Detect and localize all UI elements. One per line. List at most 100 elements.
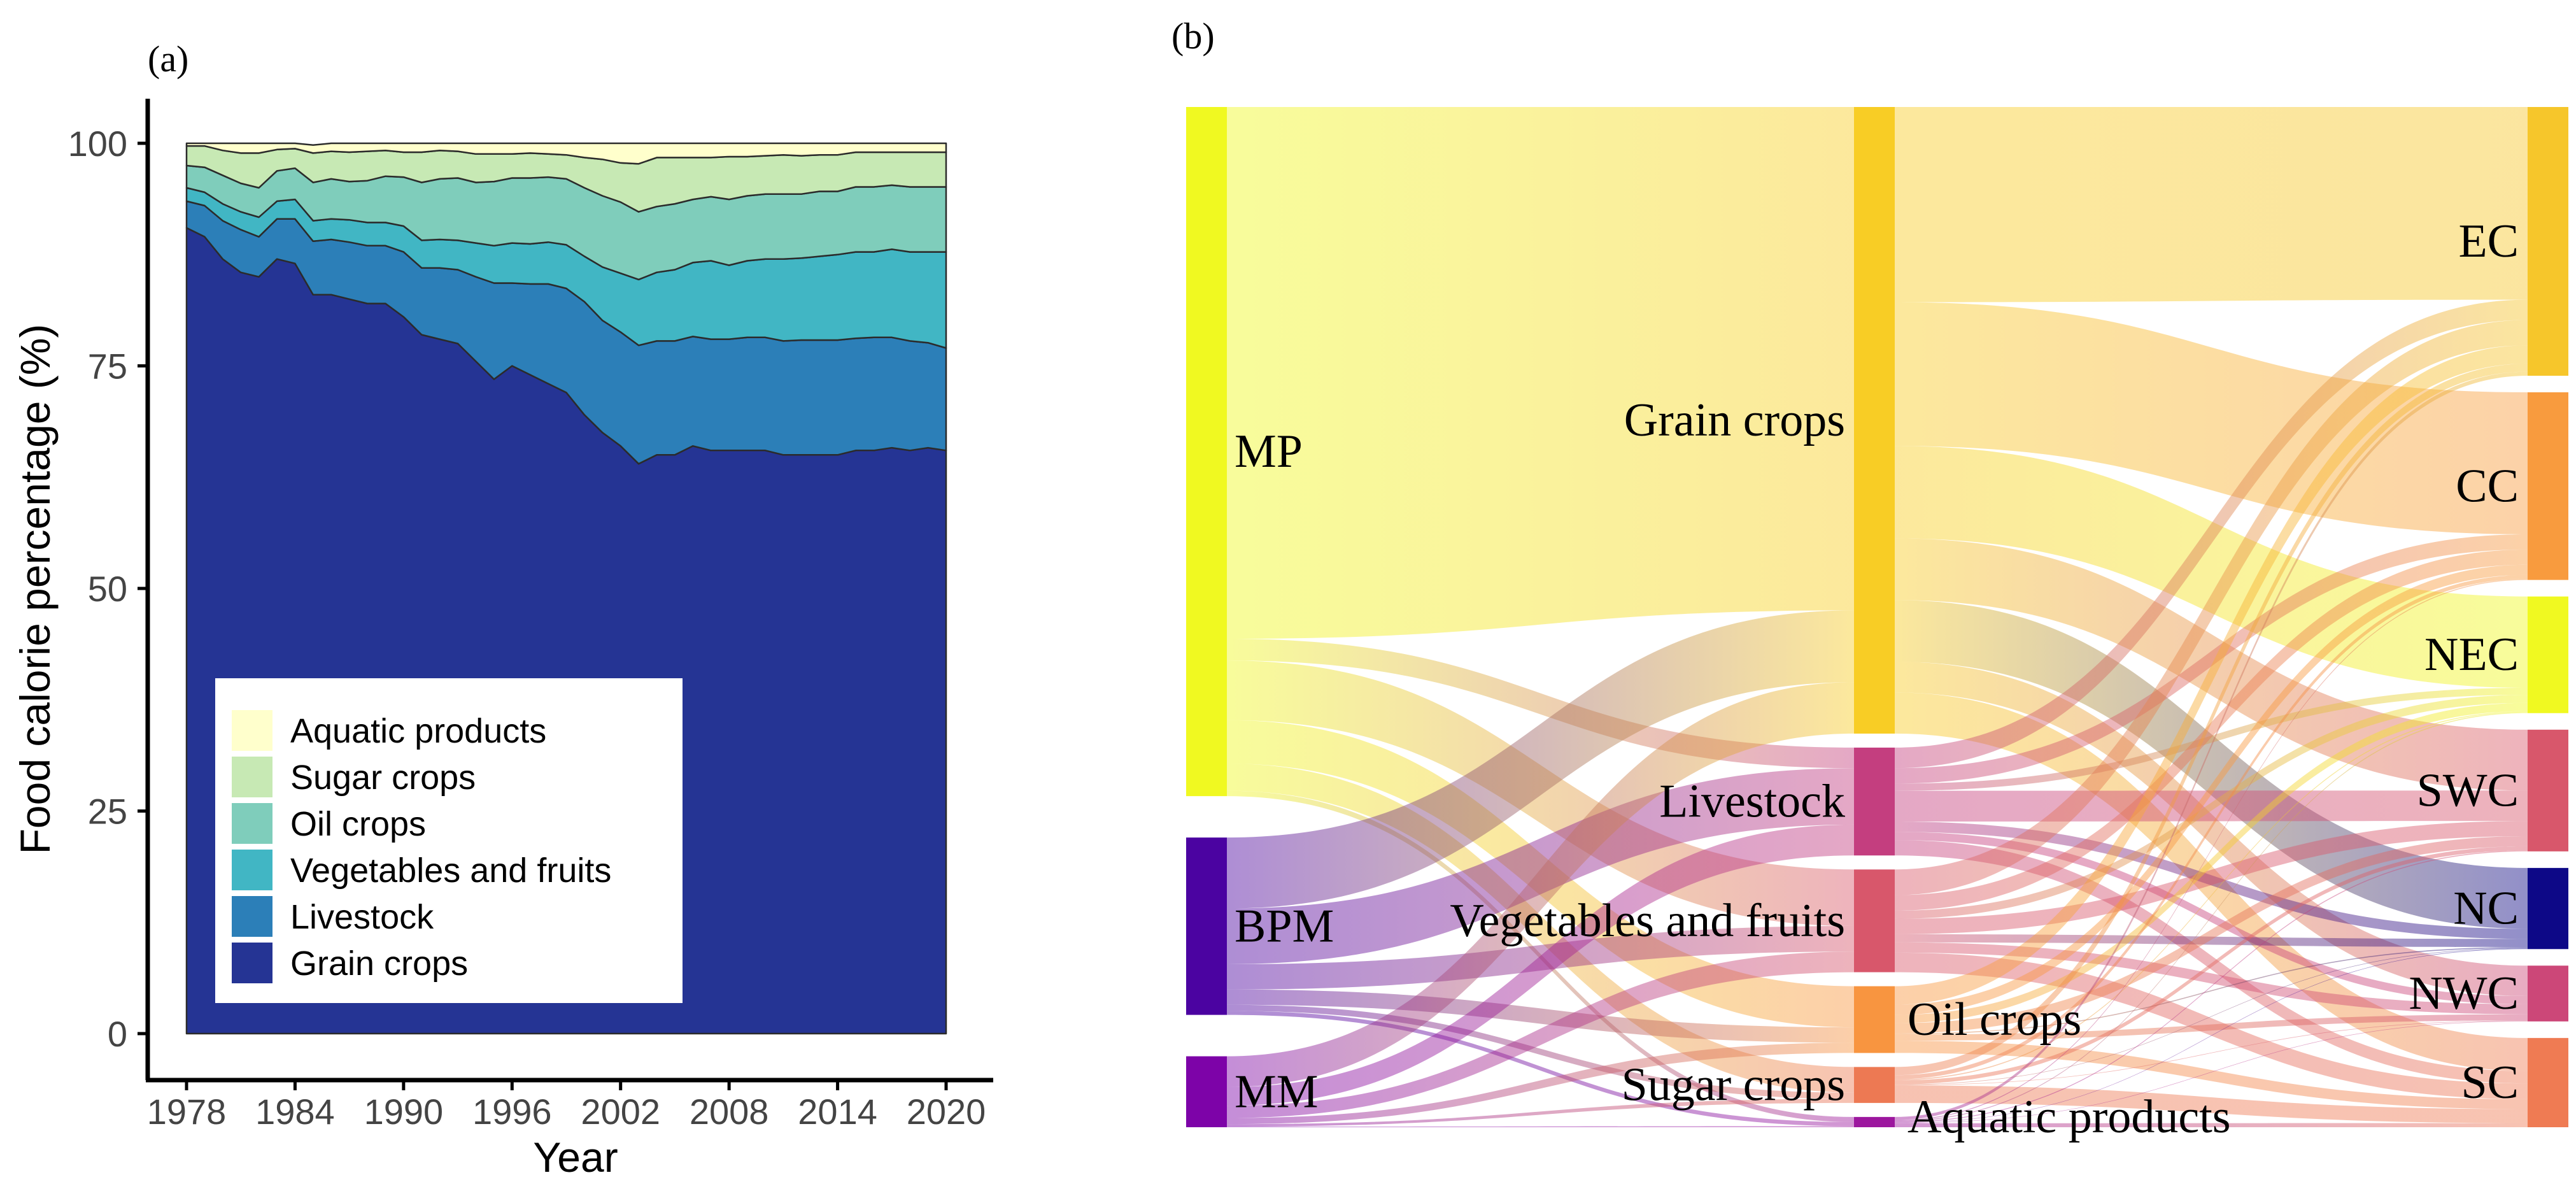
- sankey-link-vegfruit-nc: [1895, 934, 2528, 948]
- sankey-link-bpm-oil: [1227, 989, 1854, 1043]
- y-tick-label: 100: [68, 124, 127, 164]
- sankey-link-bpm-livestock: [1227, 768, 1854, 964]
- sankey-node-nc: [2528, 867, 2568, 950]
- sankey-link-oil-nwc: [1895, 1014, 2528, 1041]
- sankey-node-sc: [2528, 1037, 2568, 1127]
- legend-swatch: [232, 803, 272, 844]
- x-tick-label: 2020: [907, 1092, 986, 1132]
- sankey-node-mp: [1186, 107, 1227, 797]
- sankey-link-vegfruit-nec: [1895, 695, 2528, 919]
- sankey-node-label: EC: [2458, 215, 2519, 267]
- sankey-link-grain-ec: [1895, 107, 2528, 303]
- sankey-link-sugar-ec: [1895, 363, 2528, 1076]
- legend-label: Sugar crops: [290, 758, 476, 797]
- panel-b-sankey: (b) MP BPM MM Grain crops Livestock Vegetable…: [1171, 15, 2568, 1143]
- sankey-link-aquatic-nc: [1895, 948, 2528, 1123]
- area-aquatic-products: [185, 142, 947, 165]
- legend-label: Vegetables and fruits: [290, 851, 611, 890]
- sankey-node-swc: [2528, 729, 2568, 851]
- sankey-link-bpm-aquatic: [1227, 1011, 1854, 1127]
- sankey-node-labels: MP BPM MM Grain crops Livestock Vegetables an…: [1235, 215, 2519, 1143]
- legend-box: [215, 678, 683, 1003]
- sankey-node-label: CC: [2456, 460, 2519, 512]
- sankey-link-aquatic-sc: [1895, 1123, 2528, 1127]
- x-tick-label: 1978: [147, 1092, 227, 1132]
- legend-swatch: [232, 943, 272, 983]
- sankey-link-grain-cc: [1895, 302, 2528, 534]
- sankey-node-cc: [2528, 392, 2568, 580]
- legend-swatch: [232, 710, 272, 751]
- sankey-node-grain: [1854, 107, 1895, 734]
- x-tick-label: 2002: [581, 1092, 660, 1132]
- y-axis-title: Food calorie percentage (%): [11, 324, 59, 855]
- sankey-link-aquatic-nec: [1895, 712, 2528, 1122]
- sankey-link-vegfruit-cc: [1895, 549, 2528, 911]
- sankey-node-label: Oil crops: [1907, 993, 2081, 1046]
- legend: Aquatic products Sugar crops Oil crops Vege…: [215, 678, 683, 1003]
- sankey-node-label: Grain crops: [1624, 394, 1845, 446]
- sankey-link-sugar-nc: [1895, 948, 2528, 1085]
- y-tick-label: 50: [88, 569, 127, 609]
- sankey-node-bpm: [1186, 837, 1227, 1015]
- sankey-node-label: MM: [1235, 1065, 1319, 1118]
- sankey-link-aquatic-nwc: [1895, 1021, 2528, 1123]
- sankey-link-grain-nc: [1895, 600, 2528, 929]
- y-tick-label: 25: [88, 792, 127, 832]
- sankey-link-mm-oil: [1227, 1043, 1854, 1125]
- sankey-node-label: Vegetables and fruits: [1450, 895, 1845, 947]
- sankey-node-label: NEC: [2424, 629, 2519, 681]
- sankey-link-vegfruit-ec: [1895, 320, 2528, 895]
- sankey-node-sugar: [1854, 1067, 1895, 1103]
- sankey-link-livestock-ec: [1895, 299, 2528, 769]
- sankey-node-label: SC: [2461, 1057, 2519, 1109]
- y-tick-label: 75: [88, 346, 127, 387]
- sankey-link-mm-grain: [1227, 682, 1854, 1087]
- legend-swatch: [232, 850, 272, 890]
- legend-label: Livestock: [290, 898, 434, 936]
- sankey-node-nwc: [2528, 965, 2568, 1022]
- legend-label: Oil crops: [290, 805, 426, 843]
- sankey-link-mp-sugar: [1227, 764, 1854, 1093]
- sankey-node-vegfruit: [1854, 869, 1895, 972]
- sankey-link-sugar-swc: [1895, 846, 2528, 1085]
- x-tick-label: 2008: [690, 1092, 769, 1132]
- panel-a-label: (a): [148, 38, 188, 80]
- x-tick-label: 1984: [255, 1092, 335, 1132]
- sankey-node-label: Livestock: [1659, 776, 1845, 828]
- legend-swatch: [232, 757, 272, 797]
- sankey-node-label: BPM: [1235, 900, 1334, 952]
- legend-items: Aquatic products Sugar crops Oil crops Vege…: [232, 710, 611, 983]
- sankey-node-mm: [1186, 1056, 1227, 1127]
- sankey-link-mm-livestock: [1227, 824, 1854, 1106]
- sankey-link-oil-nc: [1895, 947, 2528, 1035]
- x-tick-label: 1996: [472, 1092, 552, 1132]
- sankey-node-label: NWC: [2409, 967, 2519, 1020]
- sankey-link-grain-nec: [1895, 446, 2528, 688]
- x-tick-label: 2014: [798, 1092, 877, 1132]
- sankey-node-ec: [2528, 107, 2568, 376]
- y-ticks: 0 25 50 75 100: [68, 124, 148, 1054]
- sankey-link-vegfruit-swc: [1895, 821, 2528, 934]
- panel-a-area-chart: (a) 0 25 50 75 100 1978 1984 1990 1996 2002 2008 2…: [11, 38, 993, 1181]
- sankey-link-aquatic-ec: [1895, 371, 2528, 1120]
- legend-swatch: [232, 896, 272, 937]
- sankey-link-livestock-cc: [1895, 534, 2528, 784]
- y-tick-label: 0: [108, 1014, 127, 1054]
- sankey-link-mm-sugar: [1227, 1099, 1854, 1127]
- sankey-link-sugar-nwc: [1895, 1020, 2528, 1086]
- sankey-link-mm-vegfruit: [1227, 951, 1854, 1118]
- sankey-link-oil-nec: [1895, 702, 2528, 1023]
- sankey-node-livestock: [1854, 747, 1895, 856]
- sankey-link-aquatic-cc: [1895, 579, 2528, 1121]
- sankey-node-label: NC: [2453, 883, 2519, 935]
- sankey-node-aquatic: [1854, 1116, 1895, 1127]
- sankey-node-oil: [1854, 986, 1895, 1053]
- sankey-node-label: Sugar crops: [1622, 1059, 1845, 1111]
- sankey-link-aquatic-swc: [1895, 850, 2528, 1123]
- sankey-node-label: SWC: [2417, 764, 2519, 816]
- sankey-link-sugar-cc: [1895, 574, 2528, 1079]
- sankey-node-label: Aquatic products: [1907, 1091, 2231, 1143]
- sankey-links: [1227, 107, 2528, 1127]
- sankey-link-mp-livestock: [1227, 639, 1854, 769]
